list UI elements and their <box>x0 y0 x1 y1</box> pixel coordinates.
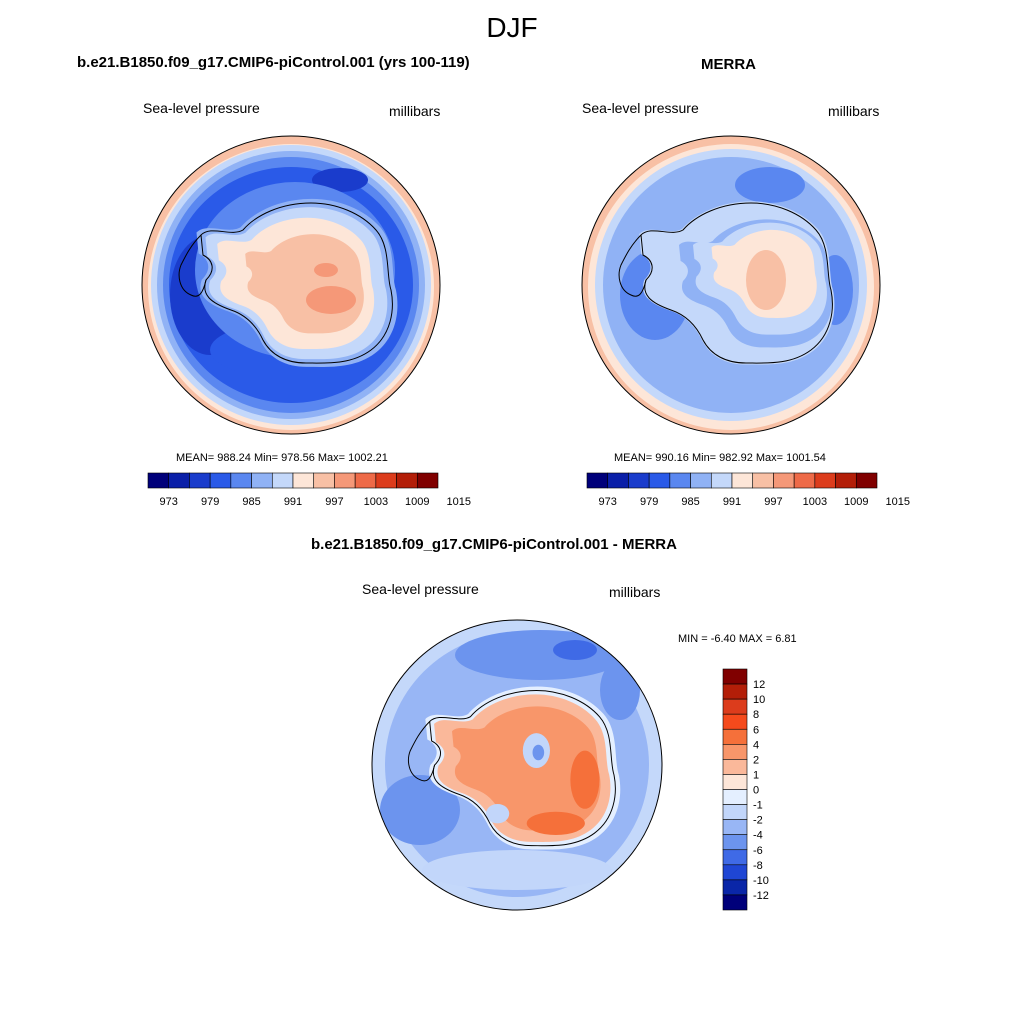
colorbar-swatch <box>722 819 748 835</box>
colorbar-tick-label: 1 <box>753 769 759 781</box>
colorbar-tick-label: 973 <box>599 496 617 508</box>
colorbar-tick-label: 1015 <box>885 496 909 508</box>
colorbar-swatch <box>752 472 774 489</box>
colorbar-tick-label: -6 <box>753 845 763 857</box>
colorbar-tick-label: 997 <box>764 496 782 508</box>
colorbar-swatch <box>669 472 691 489</box>
colorbar-swatch <box>230 472 252 489</box>
colorbar-swatch <box>731 472 754 489</box>
colorbar-swatch <box>793 472 816 489</box>
colorbar-swatch <box>722 879 748 896</box>
colorbar-swatch <box>722 713 748 730</box>
panel3-units-label: millibars <box>609 584 661 600</box>
colorbar-swatch <box>648 472 671 489</box>
panel3-title: b.e21.B1850.f09_g17.CMIP6-piControl.001 … <box>311 536 677 553</box>
panel3-map <box>371 619 663 911</box>
colorbar-swatch <box>168 472 190 489</box>
colorbar-tick-label: 1009 <box>844 496 868 508</box>
panel2-map <box>581 135 881 435</box>
panel2-variable-label: Sea-level pressure <box>582 100 699 116</box>
colorbar-swatch <box>292 472 315 489</box>
colorbar-swatch <box>334 472 356 489</box>
colorbar-tick-label: 1003 <box>364 496 388 508</box>
colorbar-tick-label: -1 <box>753 800 763 812</box>
colorbar-swatch <box>773 472 795 489</box>
colorbar-tick-label: 1015 <box>446 496 470 508</box>
colorbar-swatch <box>722 789 748 805</box>
colorbar-tick-label: 8 <box>753 709 759 721</box>
colorbar-tick-label: -12 <box>753 890 769 902</box>
colorbar-swatch <box>722 894 748 911</box>
colorbar-swatch <box>855 472 878 489</box>
colorbar-swatch <box>375 472 397 489</box>
panel2-title: MERRA <box>701 56 756 73</box>
panel1-colorbar: 973 979 985 991 997 1003 1009 1015 <box>147 472 471 508</box>
colorbar-swatch <box>690 472 712 489</box>
colorbar-swatch <box>710 472 733 489</box>
colorbar-swatch <box>147 472 170 489</box>
colorbar-tick-label: 12 <box>753 679 765 691</box>
colorbar-swatch <box>396 472 418 489</box>
colorbar-tick-label: 1003 <box>803 496 827 508</box>
colorbar-swatch <box>722 759 748 775</box>
panel2-units-label: millibars <box>828 103 880 119</box>
colorbar-swatch <box>354 472 377 489</box>
colorbar-swatch <box>607 472 629 489</box>
colorbar-tick-label: 0 <box>753 785 759 797</box>
panel1-map <box>141 135 441 435</box>
colorbar-tick-label: 991 <box>723 496 741 508</box>
colorbar-swatch <box>722 804 748 820</box>
colorbar-tick-label: -4 <box>753 830 763 842</box>
colorbar-swatch <box>722 744 748 760</box>
colorbar-tick-label: -10 <box>753 875 769 887</box>
panel3-variable-label: Sea-level pressure <box>362 581 479 597</box>
panel3-stats: MIN = -6.40 MAX = 6.81 <box>678 633 797 645</box>
colorbar-swatch <box>722 728 748 745</box>
colorbar-swatch <box>271 472 294 489</box>
panel2-colorbar: 973 979 985 991 997 1003 1009 1015 <box>586 472 910 508</box>
colorbar-swatch <box>722 864 748 881</box>
colorbar-tick-label: -8 <box>753 860 763 872</box>
panel1-title: b.e21.B1850.f09_g17.CMIP6-piControl.001 … <box>77 54 470 71</box>
colorbar-tick-label: 985 <box>681 496 699 508</box>
colorbar-tick-label: 973 <box>160 496 178 508</box>
panel1-units-label: millibars <box>389 103 441 119</box>
colorbar-tick-label: 979 <box>640 496 658 508</box>
colorbar-swatch <box>722 849 748 866</box>
colorbar-tick-label: 2 <box>753 754 759 766</box>
colorbar-swatch <box>835 472 857 489</box>
panel1-variable-label: Sea-level pressure <box>143 100 260 116</box>
colorbar-tick-label: 997 <box>325 496 343 508</box>
colorbar-swatch <box>628 472 650 489</box>
colorbar-swatch <box>251 472 273 489</box>
colorbar-tick-label: 985 <box>242 496 260 508</box>
colorbar-swatch <box>722 683 748 700</box>
colorbar-swatch <box>722 834 748 851</box>
colorbar-tick-label: 1009 <box>405 496 429 508</box>
colorbar-tick-label: 6 <box>753 724 759 736</box>
panel2-stats: MEAN= 990.16 Min= 982.92 Max= 1001.54 <box>614 452 826 464</box>
colorbar-tick-label: 4 <box>753 739 759 751</box>
colorbar-swatch <box>722 774 748 790</box>
colorbar-swatch <box>586 472 609 489</box>
colorbar-tick-label: 979 <box>201 496 219 508</box>
colorbar-tick-label: -2 <box>753 815 763 827</box>
colorbar-swatch <box>814 472 836 489</box>
panel1-stats: MEAN= 988.24 Min= 978.56 Max= 1002.21 <box>176 452 388 464</box>
colorbar-tick-label: 991 <box>284 496 302 508</box>
colorbar-swatch <box>722 698 748 715</box>
figure-title: DJF <box>486 12 538 43</box>
colorbar-swatch <box>416 472 439 489</box>
colorbar-swatch <box>722 668 748 685</box>
colorbar-swatch <box>209 472 232 489</box>
colorbar-tick-label: 10 <box>753 694 765 706</box>
colorbar-swatch <box>313 472 335 489</box>
colorbar-swatch <box>189 472 211 489</box>
